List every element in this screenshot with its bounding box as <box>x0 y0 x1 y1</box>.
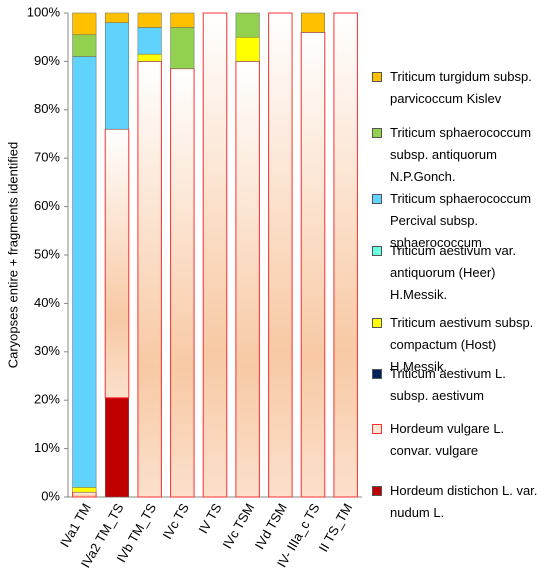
legend-label: Hordeum vulgare L. convar. vulgare <box>390 421 505 458</box>
y-tick-label: 90% <box>34 53 60 68</box>
bar-segment <box>300 31 326 498</box>
bar-segment <box>72 56 97 488</box>
bar-segment <box>104 22 130 130</box>
legend-swatch <box>372 486 382 496</box>
legend-item: Hordeum vulgare L. convar. vulgare <box>372 418 544 462</box>
legend-label: Triticum sphaerococcum Percival subsp. s… <box>390 191 532 250</box>
bar-segment <box>137 12 162 28</box>
y-tick-label: 10% <box>34 440 60 455</box>
bar-segment <box>268 12 293 498</box>
bar-segment <box>104 12 130 23</box>
legend-swatch <box>372 424 382 434</box>
y-tick-label: 20% <box>34 392 60 407</box>
legend-label: Triticum aestivum L. subsp. aestivum <box>390 366 506 403</box>
y-tick-label: 70% <box>34 150 60 165</box>
legend-label: Triticum turgidum subsp. parvicoccum Kis… <box>390 69 532 106</box>
legend-item: Hordeum distichon L. var. nudum L. <box>372 480 544 524</box>
y-tick-label: 0% <box>41 488 60 503</box>
bar-segment <box>235 12 260 38</box>
bar-segment <box>137 60 162 498</box>
legend-swatch <box>372 72 382 82</box>
bar-segment <box>72 12 97 36</box>
bar-segment <box>170 27 195 69</box>
legend-item: Triticum sphaerococcum subsp. antiquorum… <box>372 122 544 188</box>
bar-segment <box>72 34 97 57</box>
bar-segment <box>170 12 195 28</box>
bar-segment <box>104 128 130 399</box>
x-tick-label: IVc TS <box>160 500 193 541</box>
bar-segment <box>72 491 97 498</box>
legend-label: Triticum aestivum subsp. compactum (Host… <box>390 315 534 374</box>
bar-segment <box>137 27 162 55</box>
bar-segment <box>235 60 260 498</box>
y-tick-label: 80% <box>34 101 60 116</box>
y-tick-label: 40% <box>34 295 60 310</box>
y-tick-label: 60% <box>34 198 60 213</box>
legend-label: Triticum aestivum var. antiquorum (Heer)… <box>390 243 516 302</box>
bar-segment <box>72 487 97 493</box>
bar-segment <box>202 12 228 498</box>
legend-item: Triticum aestivum subsp. compactum (Host… <box>372 312 544 378</box>
legend-item: Triticum aestivum var. antiquorum (Heer)… <box>372 240 544 306</box>
legend-item: Triticum aestivum L. subsp. aestivum <box>372 363 544 407</box>
bar-segment <box>170 68 195 498</box>
legend-swatch <box>372 318 382 328</box>
legend-label: Triticum sphaerococcum subsp. antiquorum… <box>390 125 532 184</box>
legend-swatch <box>372 369 382 379</box>
legend-item: Triticum turgidum subsp. parvicoccum Kis… <box>372 66 544 110</box>
legend-label: Hordeum distichon L. var. nudum L. <box>390 483 538 520</box>
bar-segment <box>300 12 326 33</box>
legend-item: Triticum sphaerococcum Percival subsp. s… <box>372 188 544 254</box>
y-tick-label: 30% <box>34 343 60 358</box>
bar-segment <box>137 53 162 62</box>
y-tick-label: 100% <box>27 4 61 19</box>
x-tick-label: IVa1 TM <box>57 501 94 550</box>
legend-swatch <box>372 128 382 138</box>
legend-swatch <box>372 194 382 204</box>
bar-segment <box>104 397 130 498</box>
y-axis-label: Caryopses entire + fragments identified <box>5 142 20 369</box>
bar-segment <box>333 12 358 498</box>
bar-segment <box>235 36 260 62</box>
y-tick-label: 50% <box>34 246 60 261</box>
x-tick-label: IV TS <box>195 500 224 536</box>
legend-swatch <box>372 246 382 256</box>
